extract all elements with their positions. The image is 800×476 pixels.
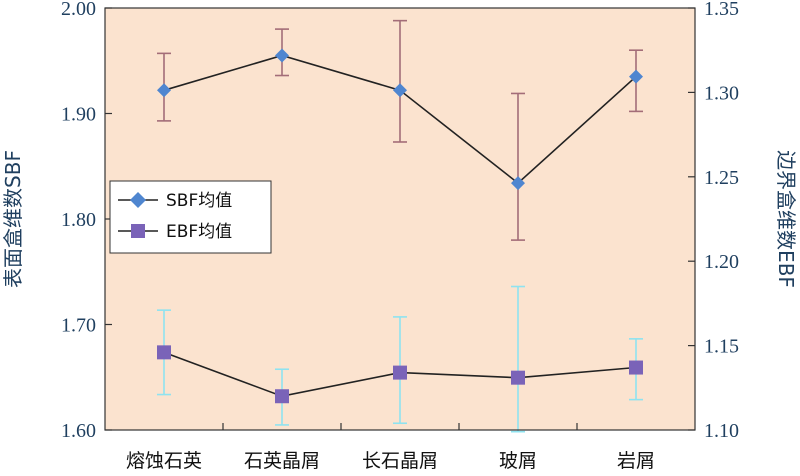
legend-label-sbf: SBF均值 bbox=[166, 191, 232, 211]
data-point-sbf bbox=[275, 48, 289, 63]
category-label: 石英晶屑 bbox=[244, 450, 320, 472]
right-axis-title: 边界盒维数EBF bbox=[774, 150, 798, 288]
data-point-ebf bbox=[629, 360, 643, 375]
category-label: 熔蚀石英 bbox=[126, 450, 202, 472]
data-point-ebf bbox=[157, 345, 171, 360]
right-axis-tick-labels: 1.10 1.15 1.20 1.25 1.30 1.35 bbox=[704, 0, 739, 442]
right-tick-label: 1.30 bbox=[704, 82, 739, 104]
right-tick-label: 1.25 bbox=[704, 167, 739, 189]
left-tick-label: 2.00 bbox=[61, 0, 96, 20]
left-axis-title: 表面盒维数SBF bbox=[1, 150, 25, 288]
data-point-ebf bbox=[511, 370, 525, 385]
series-markers bbox=[157, 48, 643, 404]
category-label: 岩屑 bbox=[617, 450, 655, 472]
legend-marker-ebf bbox=[131, 224, 145, 238]
legend-marker-sbf bbox=[130, 192, 146, 208]
category-labels: 熔蚀石英 石英晶屑 长石晶屑 玻屑 岩屑 bbox=[126, 450, 655, 472]
right-tick-label: 1.35 bbox=[704, 0, 739, 20]
left-axis-tick-labels: 1.60 1.70 1.80 1.90 2.00 bbox=[61, 0, 96, 442]
category-label: 玻屑 bbox=[499, 450, 537, 472]
legend-box bbox=[109, 180, 272, 254]
left-tick-label: 1.90 bbox=[61, 104, 96, 126]
right-tick-label: 1.15 bbox=[704, 336, 739, 358]
data-point-sbf bbox=[511, 176, 525, 191]
category-label: 长石晶屑 bbox=[362, 450, 438, 472]
left-tick-label: 1.70 bbox=[61, 315, 96, 337]
plot-frame bbox=[104, 7, 696, 431]
data-point-ebf bbox=[393, 365, 407, 380]
legend-label-ebf: EBF均值 bbox=[166, 222, 232, 242]
data-point-sbf bbox=[393, 83, 407, 98]
data-point-ebf bbox=[275, 389, 289, 404]
data-point-sbf bbox=[157, 83, 171, 98]
right-tick-label: 1.10 bbox=[704, 420, 739, 442]
data-point-sbf bbox=[629, 69, 643, 84]
left-tick-label: 1.80 bbox=[61, 209, 96, 231]
legend: SBF均值 EBF均值 bbox=[109, 180, 272, 254]
right-tick-label: 1.20 bbox=[704, 251, 739, 273]
left-tick-label: 1.60 bbox=[61, 420, 96, 442]
